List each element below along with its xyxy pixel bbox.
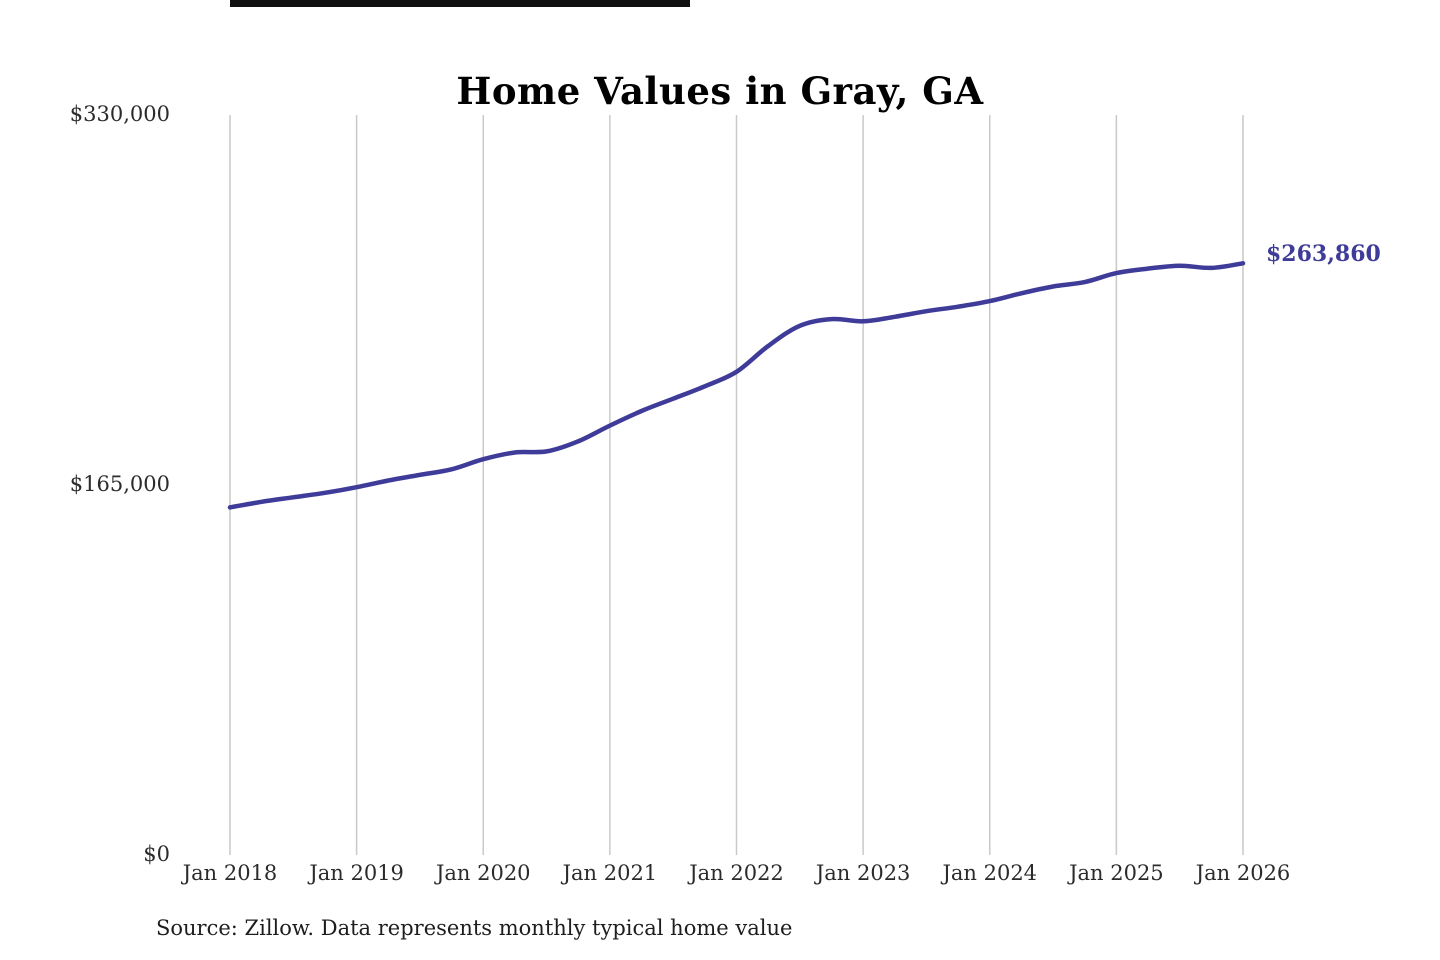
y-axis-tick-label: $165,000 <box>69 472 170 496</box>
home-value-line <box>227 261 1246 510</box>
source-note: Source: Zillow. Data represents monthly … <box>156 916 793 940</box>
x-axis-tick-label: Jan 2026 <box>1195 861 1291 885</box>
latest-value-label: $263,860 <box>1266 241 1381 267</box>
top-border-artifact <box>230 0 690 7</box>
x-axis-tick-label: Jan 2021 <box>562 861 658 885</box>
x-axis-tick-label: Jan 2020 <box>435 861 531 885</box>
x-axis-tick-label: Jan 2025 <box>1069 861 1164 885</box>
x-axis-tick-label: Jan 2018 <box>182 861 278 885</box>
x-axis-tick-label: Jan 2023 <box>815 861 911 885</box>
chart-title: Home Values in Gray, GA <box>456 68 984 113</box>
y-axis-tick-label: $330,000 <box>69 102 170 126</box>
x-axis-tick-label: Jan 2022 <box>689 861 784 885</box>
x-axis-tick-label: Jan 2019 <box>309 861 404 885</box>
y-axis-tick-label: $0 <box>143 842 170 866</box>
x-axis-tick-label: Jan 2024 <box>942 861 1038 885</box>
